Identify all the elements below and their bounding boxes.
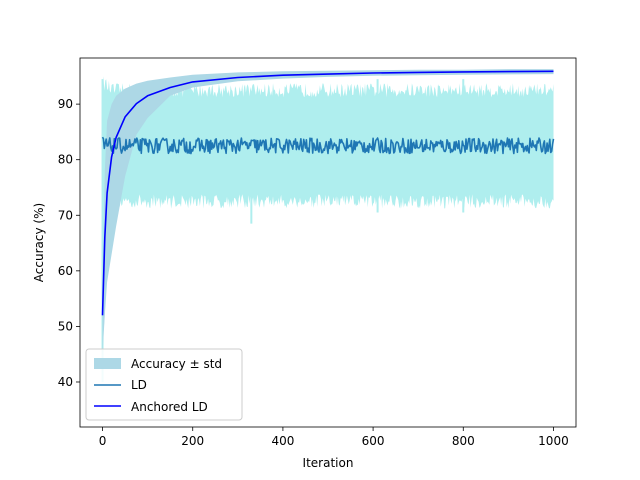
legend-label-ld: LD bbox=[131, 378, 147, 392]
legend-swatch-band bbox=[94, 358, 121, 369]
y-axis: 40 50 60 70 80 90 bbox=[58, 97, 80, 389]
ld-line bbox=[101, 136, 555, 155]
x-tick-label: 600 bbox=[362, 434, 385, 448]
legend: Accuracy ± std LD Anchored LD bbox=[85, 348, 243, 421]
legend-label-band: Accuracy ± std bbox=[131, 357, 222, 371]
x-tick-label: 1000 bbox=[538, 434, 569, 448]
y-tick-label: 90 bbox=[58, 97, 73, 111]
x-tick-label: 400 bbox=[271, 434, 294, 448]
y-axis-label: Accuracy (%) bbox=[32, 203, 46, 282]
x-axis: 0 200 400 600 800 1000 bbox=[99, 427, 569, 448]
x-tick-label: 200 bbox=[181, 434, 204, 448]
legend-label-anchored: Anchored LD bbox=[131, 400, 208, 414]
x-axis-label: Iteration bbox=[303, 456, 354, 470]
y-tick-label: 70 bbox=[58, 208, 73, 222]
x-tick-label: 800 bbox=[452, 434, 475, 448]
anchored-std-band bbox=[102, 69, 554, 355]
plot-area bbox=[101, 69, 555, 382]
y-tick-label: 80 bbox=[58, 153, 73, 167]
plot-frame bbox=[79, 57, 577, 428]
legend-box bbox=[85, 348, 243, 421]
y-tick-label: 60 bbox=[58, 264, 73, 278]
y-tick-label: 40 bbox=[58, 375, 73, 389]
anchored-ld-line bbox=[101, 70, 554, 316]
x-tick-label: 0 bbox=[99, 434, 107, 448]
y-tick-label: 50 bbox=[58, 319, 73, 333]
